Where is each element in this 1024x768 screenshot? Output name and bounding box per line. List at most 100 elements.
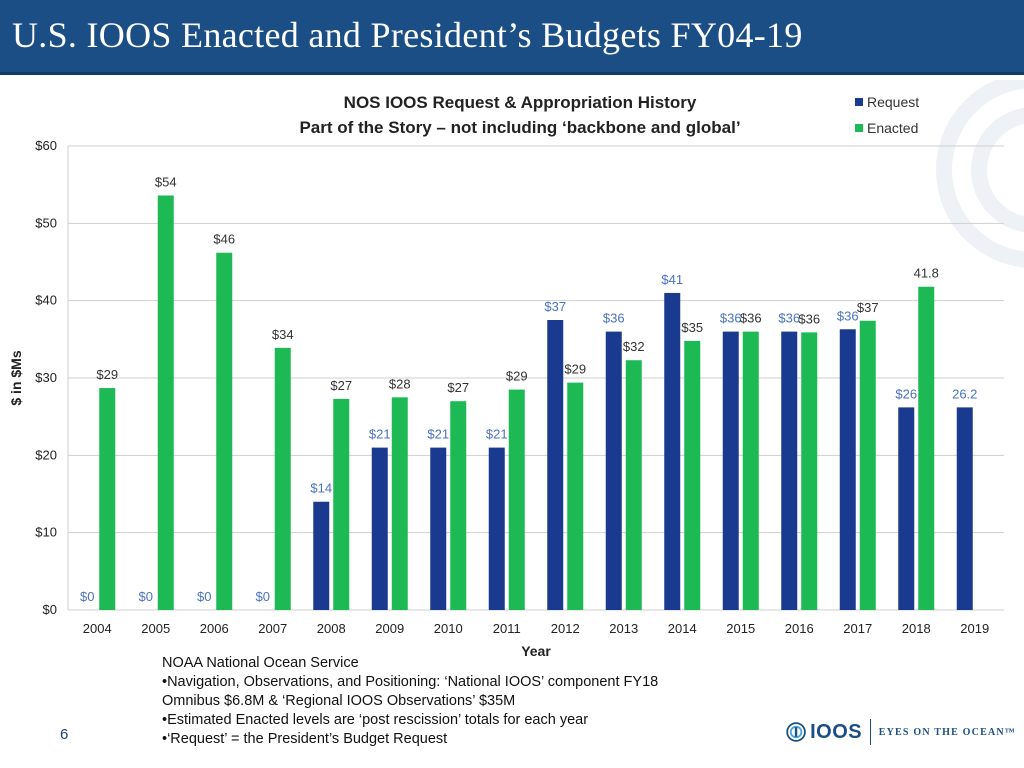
data-label-request-2004: $0	[80, 589, 94, 604]
bar-enacted-2010	[450, 401, 467, 610]
note-line: NOAA National Ocean Service	[162, 655, 359, 671]
data-label-enacted-2004: $29	[96, 367, 118, 382]
data-label-request-2013: $36	[603, 311, 625, 326]
note-line: •‘Request’ = the President’s Budget Requ…	[162, 731, 448, 747]
x-tick-label: 2019	[960, 621, 989, 636]
bar-request-2010	[430, 447, 447, 610]
x-tick-label: 2018	[902, 621, 931, 636]
y-tick-label: $50	[35, 215, 57, 230]
data-label-enacted-2012: $29	[564, 362, 586, 377]
data-label-request-2014: $41	[661, 272, 683, 287]
data-label-enacted-2011: $29	[506, 369, 528, 384]
logo-divider	[870, 719, 871, 745]
bar-enacted-2008	[333, 398, 350, 610]
bar-request-2008	[313, 501, 330, 610]
x-tick-label: 2007	[258, 621, 287, 636]
data-label-enacted-2005: $54	[155, 174, 177, 189]
data-label-enacted-2008: $27	[330, 378, 352, 393]
data-label-request-2016: $36	[778, 311, 800, 326]
bar-request-2013	[605, 331, 622, 610]
bar-enacted-2018	[918, 286, 935, 610]
data-label-enacted-2006: $46	[213, 232, 235, 247]
ioos-globe-icon	[786, 722, 806, 742]
data-label-request-2009: $21	[369, 427, 391, 442]
x-tick-label: 2014	[668, 621, 697, 636]
budget-bar-chart: NOS IOOS Request & Appropriation History…	[8, 93, 1004, 659]
data-label-request-2007: $0	[256, 589, 270, 604]
bar-enacted-2016	[801, 332, 818, 610]
bar-request-2017	[839, 329, 856, 610]
slide-header: U.S. IOOS Enacted and President’s Budget…	[0, 0, 1024, 75]
bar-request-2009	[371, 447, 388, 610]
y-tick-label: $20	[35, 447, 57, 462]
legend-label-request: Request	[867, 94, 919, 110]
data-label-request-2011: $21	[486, 427, 508, 442]
data-label-request-2010: $21	[427, 427, 449, 442]
data-label-request-2017: $36	[837, 308, 859, 323]
data-label-enacted-2018: 41.8	[914, 266, 939, 281]
y-tick-label: $40	[35, 293, 57, 308]
x-tick-label: 2006	[200, 621, 229, 636]
y-axis-label: $ in $Ms	[8, 350, 24, 405]
x-tick-label: 2012	[551, 621, 580, 636]
decorative-background-swirl	[936, 80, 1024, 268]
x-tick-label: 2015	[726, 621, 755, 636]
legend-swatch-enacted	[855, 124, 863, 132]
bar-enacted-2009	[391, 397, 408, 610]
ioos-logo: IOOS EYES ON THE OCEAN™	[786, 714, 1016, 750]
logo-tagline: EYES ON THE OCEAN™	[878, 726, 1016, 738]
data-label-request-2006: $0	[197, 589, 211, 604]
page-number: 6	[60, 726, 69, 743]
data-label-request-2015: $36	[720, 311, 742, 326]
x-tick-label: 2008	[317, 621, 346, 636]
x-tick-label: 2013	[609, 621, 638, 636]
chart-title: NOS IOOS Request & Appropriation History	[344, 93, 697, 112]
note-line: Omnibus $6.8M & ‘Regional IOOS Observati…	[162, 693, 516, 709]
bar-enacted-2004	[99, 388, 116, 610]
data-label-request-2018: $26	[895, 386, 917, 401]
y-tick-label: $60	[35, 138, 57, 153]
data-label-request-2019: 26.2	[952, 386, 977, 401]
note-line: •Estimated Enacted levels are ‘post resc…	[162, 712, 589, 728]
note-line: •Navigation, Observations, and Positioni…	[162, 674, 659, 690]
slide-title: U.S. IOOS Enacted and President’s Budget…	[12, 15, 803, 55]
logo-name: IOOS	[810, 720, 863, 743]
data-label-request-2012: $37	[544, 299, 566, 314]
x-tick-label: 2005	[141, 621, 170, 636]
data-label-enacted-2014: $35	[681, 320, 703, 335]
y-tick-label: $30	[35, 370, 57, 385]
bar-request-2011	[488, 447, 505, 610]
y-tick-label: $0	[43, 602, 57, 617]
data-label-enacted-2009: $28	[389, 376, 411, 391]
bar-request-2019	[956, 407, 973, 610]
bar-request-2018	[898, 407, 915, 610]
y-tick-label: $10	[35, 525, 57, 540]
data-label-enacted-2013: $32	[623, 339, 645, 354]
data-label-enacted-2016: $36	[798, 311, 820, 326]
x-tick-label: 2011	[493, 621, 521, 636]
bar-enacted-2017	[859, 320, 876, 610]
data-label-enacted-2007: $34	[272, 327, 294, 342]
bar-request-2012	[547, 320, 564, 610]
data-label-request-2005: $0	[139, 589, 153, 604]
x-tick-label: 2016	[785, 621, 814, 636]
bar-request-2015	[722, 331, 739, 610]
x-axis-label: Year	[521, 643, 551, 659]
bar-request-2016	[781, 331, 798, 610]
slide-notes: NOAA National Ocean Service •Navigation,…	[162, 654, 762, 749]
data-label-enacted-2015: $36	[740, 311, 762, 326]
x-tick-label: 2010	[434, 621, 463, 636]
bar-enacted-2007	[274, 347, 291, 610]
legend-swatch-request	[855, 98, 863, 106]
data-label-request-2008: $14	[310, 481, 332, 496]
bar-enacted-2006	[216, 252, 233, 610]
bar-enacted-2011	[508, 389, 525, 610]
x-tick-label: 2004	[83, 621, 112, 636]
data-label-enacted-2010: $27	[447, 380, 469, 395]
legend-label-enacted: Enacted	[867, 120, 918, 136]
bar-enacted-2005	[157, 195, 174, 610]
bar-enacted-2014	[684, 340, 701, 610]
x-tick-label: 2009	[375, 621, 404, 636]
chart-subtitle: Part of the Story – not including ‘backb…	[299, 118, 740, 137]
data-label-enacted-2017: $37	[857, 300, 879, 315]
